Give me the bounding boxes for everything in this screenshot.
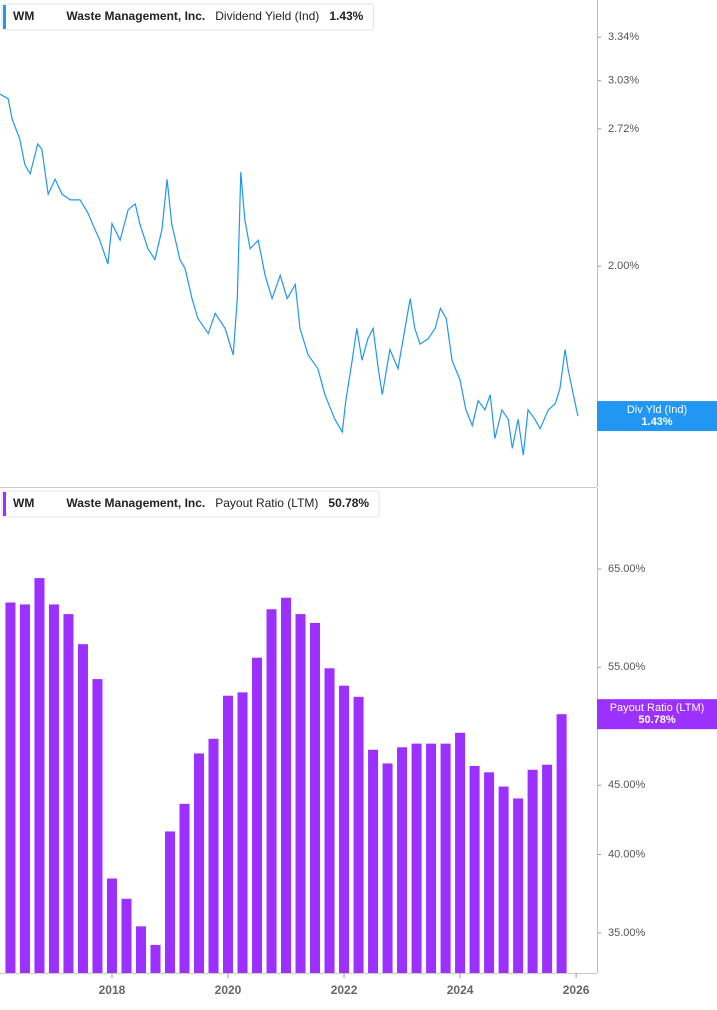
x-tick-label: 2020 — [215, 983, 242, 997]
bar — [513, 798, 524, 973]
bar — [295, 614, 306, 973]
x-tick-label: 2022 — [331, 983, 358, 997]
y-tick-label: 2.00% — [608, 260, 639, 272]
bar — [135, 926, 146, 973]
bar — [19, 604, 30, 973]
x-tick-label: 2018 — [99, 983, 126, 997]
value-tag — [597, 699, 717, 730]
y-tick-label: 55.00% — [608, 661, 646, 673]
bar — [5, 602, 16, 973]
bar — [455, 732, 466, 973]
bar — [106, 878, 117, 973]
bar — [368, 749, 379, 973]
bar — [324, 668, 335, 973]
bar — [498, 786, 509, 973]
last-value: 1.43% — [329, 9, 363, 23]
value-tag-value: 1.43% — [641, 416, 672, 428]
bar — [92, 679, 103, 973]
bar — [542, 764, 553, 973]
legend-box — [1, 3, 374, 31]
legend-box — [1, 490, 380, 518]
y-tick-label: 3.34% — [608, 31, 639, 43]
y-tick-label: 2.72% — [608, 123, 639, 135]
y-tick-label: 45.00% — [608, 779, 646, 791]
bar — [34, 578, 45, 973]
bar — [397, 747, 408, 973]
bar — [339, 685, 350, 973]
value-tag-value: 50.78% — [638, 714, 676, 726]
ticker: WM — [13, 9, 34, 23]
bar — [194, 753, 204, 973]
bar — [63, 614, 74, 973]
bar — [223, 695, 234, 973]
x-tick-label: 2026 — [563, 983, 590, 997]
company: Waste Management, Inc. — [66, 9, 205, 23]
bar — [164, 831, 175, 973]
company: Waste Management, Inc. — [66, 496, 205, 510]
bar — [440, 743, 451, 973]
bar — [252, 657, 263, 973]
series-name: Payout Ratio (LTM) — [215, 496, 318, 510]
yield-line — [0, 93, 579, 456]
legend-header: WM Waste Management, Inc. Payout Ratio (LT… — [1, 490, 380, 518]
bar — [266, 609, 277, 973]
y-tick-label: 40.00% — [608, 848, 646, 860]
bar — [411, 743, 422, 973]
bar — [556, 714, 567, 973]
legend-header: WM Waste Management, Inc. Dividend Yield (… — [1, 3, 374, 31]
bar — [426, 743, 437, 973]
last-value: 50.78% — [328, 496, 369, 510]
bar — [237, 692, 248, 973]
bar — [469, 765, 480, 973]
value-tag-name: Payout Ratio (LTM) — [610, 702, 705, 714]
y-tick-label: 3.03% — [608, 75, 639, 87]
legend-swatch — [3, 5, 6, 29]
value-tag — [597, 401, 717, 432]
bar — [382, 763, 393, 973]
series-name: Dividend Yield (Ind) — [215, 9, 319, 23]
bar — [281, 597, 292, 973]
value-tag-name: Div Yld (Ind) — [627, 404, 687, 416]
bar — [121, 898, 132, 973]
bar — [353, 696, 364, 973]
bar — [77, 644, 88, 973]
bar — [310, 622, 321, 973]
ticker: WM — [13, 496, 34, 510]
bar — [179, 803, 190, 973]
bar — [208, 738, 219, 973]
bar — [484, 772, 495, 973]
x-tick-label: 2024 — [447, 983, 474, 997]
bar — [527, 769, 538, 973]
bar — [150, 944, 161, 973]
y-tick-label: 65.00% — [608, 563, 646, 575]
bar — [48, 604, 59, 973]
legend-swatch — [3, 492, 6, 516]
y-tick-label: 35.00% — [608, 927, 646, 939]
